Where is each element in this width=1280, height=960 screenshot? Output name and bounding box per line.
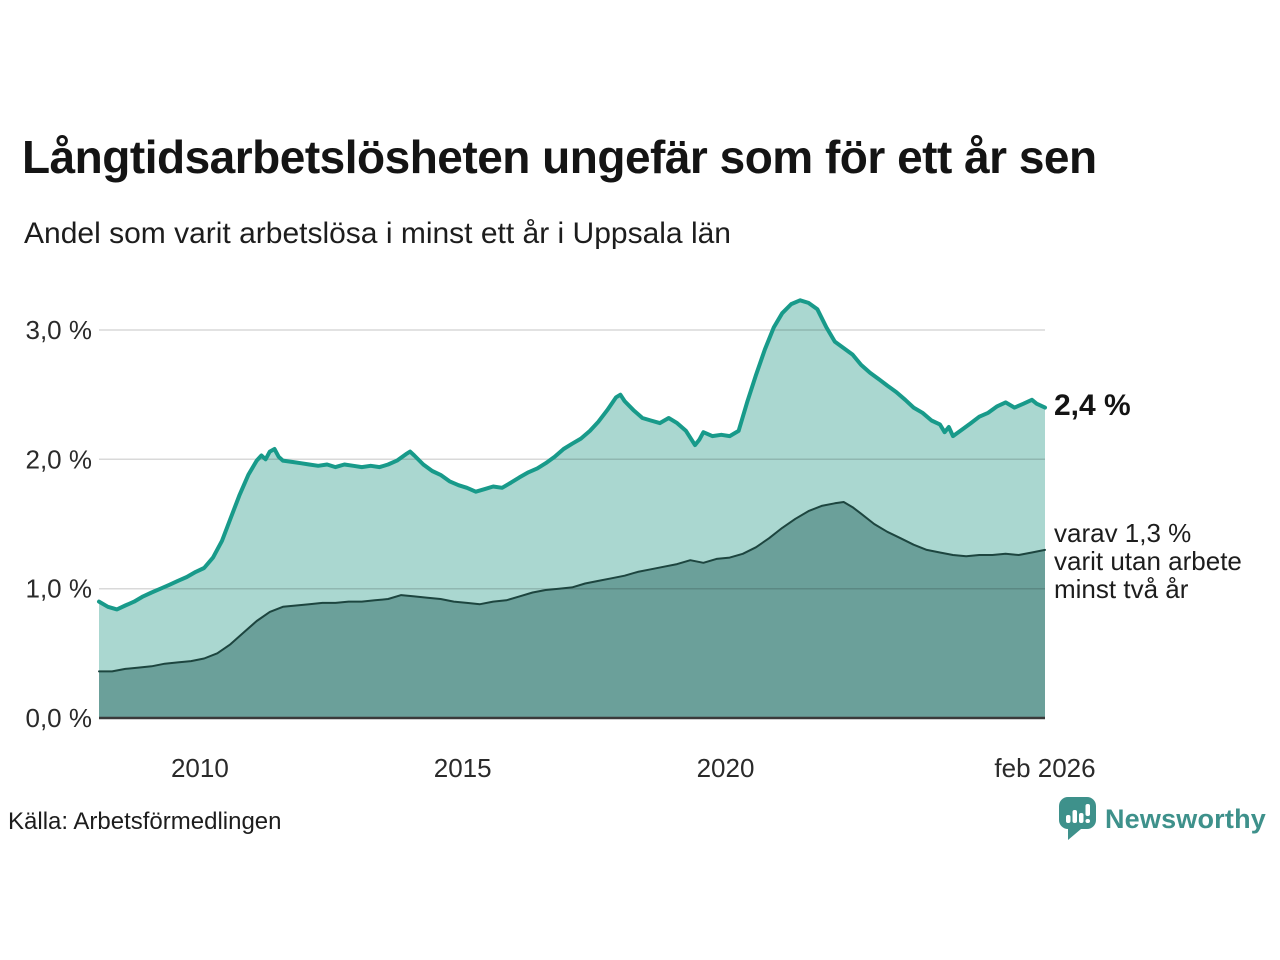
source-caption: Källa: Arbetsförmedlingen (8, 808, 282, 835)
series-line-1 (97, 298, 1047, 612)
y-tick-label: 0,0 % (26, 703, 93, 733)
bar-3 (1078, 813, 1084, 823)
x-tick-label: feb 2026 (994, 753, 1095, 783)
x-tick-label: 2010 (171, 753, 229, 783)
y-tick-label: 2,0 % (26, 444, 93, 474)
page-title: Långtidsarbetslösheten ungefär som för e… (22, 131, 1097, 183)
series-line-2 (98, 501, 1046, 673)
exclamation-stem (1085, 804, 1090, 816)
chart-svg: 0,0 % 1,0 % 2,0 % 3,0 % 2010 2015 2020 feb 2026 (26, 298, 1096, 783)
exclamation-dot (1085, 819, 1090, 823)
newsworthy-logo-icon (1058, 797, 1096, 840)
x-tick-label: 2020 (697, 753, 755, 783)
bar-1 (1065, 815, 1071, 823)
speech-bubble-shape (1058, 797, 1096, 840)
y-tick-label: 1,0 % (26, 574, 93, 604)
secondary-annotation: varav 1,3 % varit utan arbete minst två … (1054, 518, 1242, 604)
brand-wordmark: Newsworthy (1104, 803, 1266, 834)
brand-logo: Newsworthy (1058, 797, 1266, 841)
y-tick-label: 3,0 % (26, 315, 93, 345)
x-tick-label: 2015 (434, 753, 492, 783)
bar-2 (1072, 810, 1077, 823)
area-fill-series-2 (99, 502, 1045, 718)
page-subtitle: Andel som varit arbetslösa i minst ett å… (24, 217, 731, 250)
latest-value-label: 2,4 % (1054, 389, 1131, 422)
